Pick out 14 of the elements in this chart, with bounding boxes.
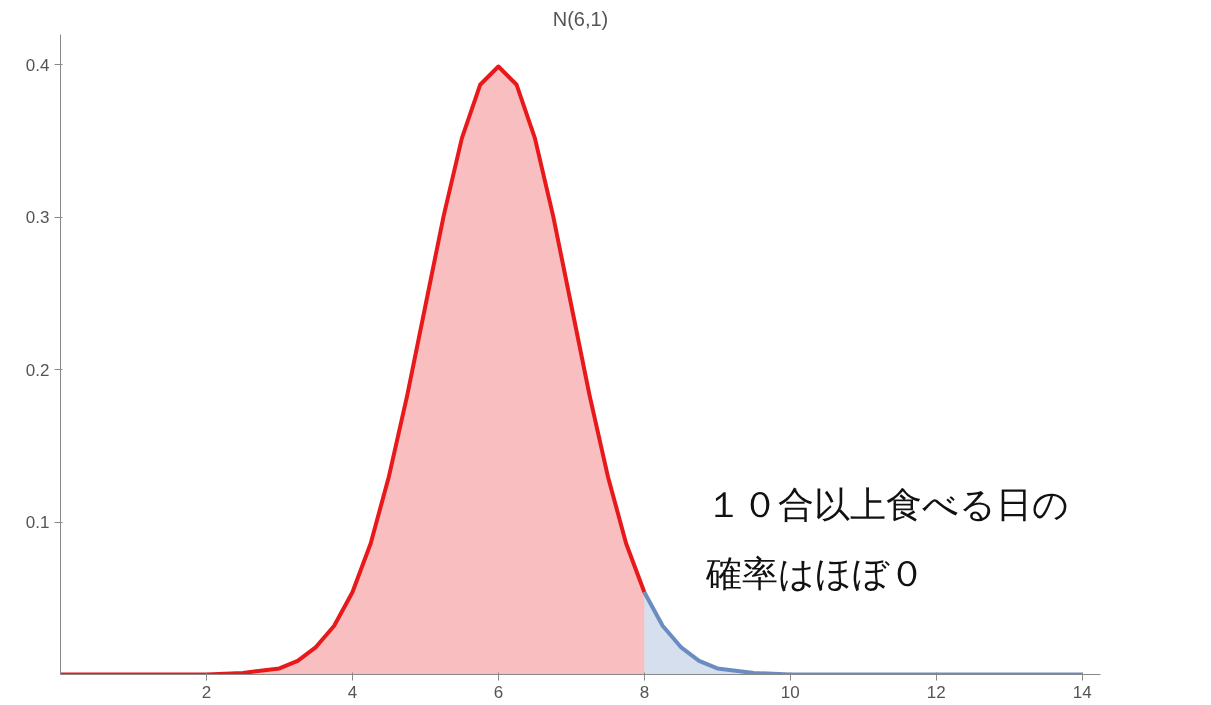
y-tick-label: 0.2: [25, 360, 50, 380]
x-tick-label: 12: [926, 682, 946, 702]
x-tick-label: 8: [639, 682, 650, 702]
y-tick-label: 0.1: [25, 513, 50, 533]
x-tick-label: 4: [347, 682, 358, 702]
x-tick-label: 14: [1072, 682, 1092, 702]
annotation: １０合以上食べる日の: [706, 484, 1070, 526]
y-tick-label: 0.3: [25, 208, 50, 228]
x-tick-label: 10: [780, 682, 800, 702]
y-tick-label: 0.4: [25, 55, 50, 75]
x-tick-label: 2: [201, 682, 212, 702]
chart-title: N(6,1): [552, 7, 609, 30]
x-tick-label: 6: [493, 682, 504, 702]
annotation: 確率はほぼ０: [705, 552, 926, 594]
